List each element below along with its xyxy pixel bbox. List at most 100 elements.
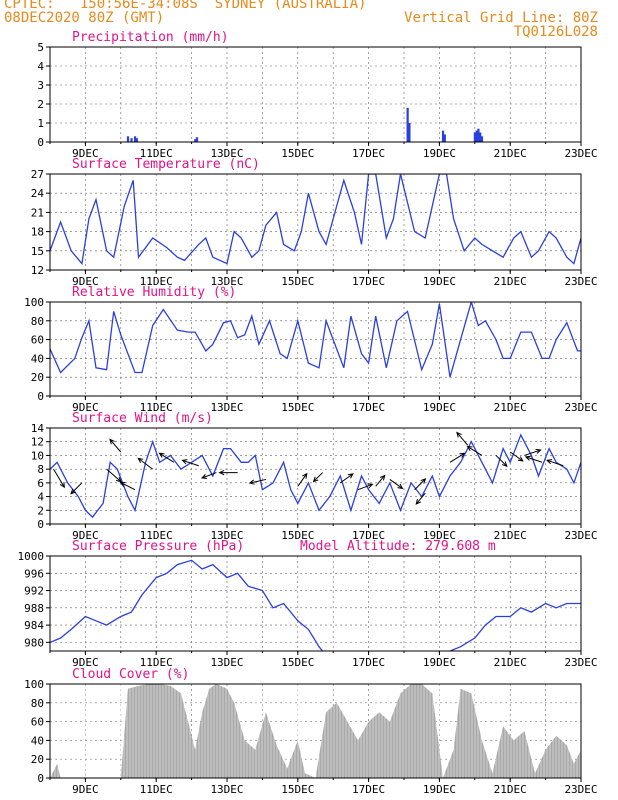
series-line-wind: [50, 433, 581, 519]
panel-title-psfc: Surface Pressure (hPa): [72, 539, 244, 554]
wind-arrow-head: [466, 445, 473, 451]
xtick-label-cloud: 11DEC: [140, 783, 173, 796]
ytick-label-cloud: 20: [31, 753, 44, 766]
ytick-label-wind: 10: [31, 449, 44, 462]
precip-bar: [477, 128, 480, 142]
ytick-label-wind: 12: [31, 436, 44, 449]
wind-arrow-head: [302, 472, 308, 479]
xtick-label-wind: 15DEC: [281, 529, 314, 542]
wind-arrow: [495, 455, 508, 467]
wind-arrow-head: [367, 483, 374, 489]
ytick-label-temp: 15: [31, 245, 44, 258]
xtick-label-cloud: 21DEC: [494, 783, 527, 796]
wind-arrow-head: [379, 474, 386, 481]
xtick-label-precip: 15DEC: [281, 147, 314, 160]
wind-arrow-head: [200, 474, 208, 479]
wind-arrow: [357, 483, 373, 491]
ytick-label-temp: 24: [31, 187, 45, 200]
precip-bar: [479, 132, 482, 142]
wind-arrow-head: [70, 488, 76, 495]
ytick-label-rh: 80: [31, 315, 44, 328]
wind-arrow-head: [109, 438, 115, 445]
panel-title-temp: Surface Temperature (nC): [72, 157, 260, 172]
ytick-label-wind: 0: [37, 518, 44, 531]
xtick-label-cloud: 15DEC: [281, 783, 314, 796]
xtick-label-rh: 21DEC: [494, 401, 527, 414]
ytick-label-temp: 12: [31, 264, 44, 277]
precip-bar: [126, 136, 130, 142]
wind-arrow-head: [218, 469, 225, 476]
xtick-label-temp: 21DEC: [494, 275, 527, 288]
xtick-label-precip: 11DEC: [140, 147, 173, 160]
wind-arrow-head: [415, 498, 421, 505]
xtick-label-precip: 13DEC: [210, 147, 243, 160]
precip-bar: [406, 107, 409, 142]
ytick-label-precip: 4: [37, 60, 44, 73]
xtick-label-temp: 13DEC: [210, 275, 243, 288]
wind-arrow-head: [248, 479, 255, 485]
precip-bar: [475, 130, 478, 142]
header-station: CPTEC: 150:56E-34:08S SYDNEY (AUSTRALIA): [4, 0, 367, 12]
wind-arrow: [137, 457, 153, 470]
xtick-label-wind: 9DEC: [72, 529, 99, 542]
xtick-label-rh: 13DEC: [210, 401, 243, 414]
xtick-label-wind: 11DEC: [140, 529, 173, 542]
ytick-label-psfc: 992: [24, 585, 44, 598]
xtick-label-wind: 17DEC: [352, 529, 385, 542]
wind-arrow: [415, 492, 426, 505]
precip-bar: [441, 130, 445, 142]
wind-arrow: [297, 473, 308, 487]
xtick-label-precip: 9DEC: [72, 147, 99, 160]
ytick-label-wind: 4: [37, 491, 44, 504]
wind-arrow: [524, 449, 541, 456]
wind-arrow: [467, 446, 483, 456]
ytick-label-cloud: 100: [24, 678, 44, 691]
wind-arrow: [109, 439, 122, 453]
xtick-label-cloud: 13DEC: [210, 783, 243, 796]
series-line-psfc: [50, 559, 581, 651]
ytick-label-cloud: 0: [37, 772, 44, 785]
ytick-label-temp: 21: [31, 206, 44, 219]
xtick-label-temp: 17DEC: [352, 275, 385, 288]
xtick-label-wind: 19DEC: [423, 529, 456, 542]
xtick-label-wind: 21DEC: [494, 529, 527, 542]
ytick-label-rh: 0: [37, 390, 44, 403]
precip-bar: [130, 138, 133, 142]
panel-frame-cloud: [49, 683, 582, 779]
wind-arrow-head: [546, 459, 553, 465]
xtick-label-psfc: 21DEC: [494, 656, 527, 669]
ytick-label-rh: 60: [31, 334, 44, 347]
wind-arrow-head: [158, 452, 165, 458]
wind-arrow: [70, 482, 83, 495]
wind-arrow-head: [347, 473, 354, 479]
wind-arrow: [249, 478, 267, 484]
ytick-label-wind: 8: [37, 463, 44, 476]
wind-arrow-head: [501, 461, 508, 468]
xtick-label-precip: 21DEC: [494, 147, 527, 160]
ytick-label-temp: 18: [31, 226, 44, 239]
xtick-label-rh: 11DEC: [140, 401, 173, 414]
xtick-label-psfc: 17DEC: [352, 656, 385, 669]
wind-arrow-head: [116, 476, 122, 483]
ytick-label-wind: 14: [31, 422, 45, 435]
panel-title-cloud: Cloud Cover (%): [72, 667, 189, 682]
xtick-label-rh: 17DEC: [352, 401, 385, 414]
wind-arrow-head: [535, 448, 542, 454]
wind-arrow-head: [181, 459, 188, 465]
precip-bar: [473, 132, 476, 142]
xtick-label-precip: 19DEC: [423, 147, 456, 160]
header-model-id: TQ0126L028: [513, 24, 598, 40]
wind-arrow: [120, 482, 136, 491]
wind-arrow-head: [312, 476, 319, 483]
ytick-label-rh: 100: [24, 296, 44, 309]
ytick-label-psfc: 996: [24, 567, 44, 580]
wind-arrow-head: [456, 431, 462, 438]
wind-arrow: [414, 478, 426, 491]
panel-frame-psfc: [49, 555, 582, 652]
wind-arrow-head: [59, 482, 65, 489]
ytick-label-rh: 20: [31, 371, 44, 384]
precip-bar: [135, 138, 138, 142]
wind-arrow: [313, 472, 323, 482]
ytick-label-precip: 0: [37, 136, 44, 149]
wind-arrow-head: [459, 452, 466, 458]
